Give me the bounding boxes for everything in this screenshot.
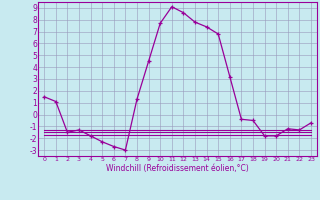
X-axis label: Windchill (Refroidissement éolien,°C): Windchill (Refroidissement éolien,°C)	[106, 164, 249, 173]
